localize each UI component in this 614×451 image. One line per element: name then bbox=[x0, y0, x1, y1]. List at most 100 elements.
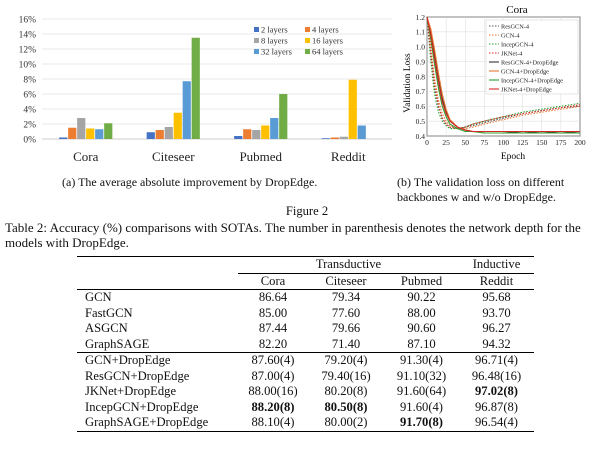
accuracy-cell: 91.10(32) bbox=[396, 368, 447, 383]
accuracy-cell: 88.10(4) bbox=[238, 415, 308, 432]
row-method-name: GraphSAGE bbox=[85, 336, 150, 351]
line-x-tick-label: 100 bbox=[498, 138, 510, 147]
table-row: ResGCN+DropEdge 87.00(4) 79.40(16) 91.10(32… bbox=[77, 369, 534, 385]
bar-citeseer-64-layers bbox=[191, 37, 200, 139]
bar-legend-swatch bbox=[305, 27, 310, 32]
line-x-tick-label: 25 bbox=[442, 138, 450, 147]
bar-legend-swatch bbox=[254, 38, 259, 43]
bar-y-tick-label: 4% bbox=[23, 106, 36, 116]
line-y-tick-label: 0.4 bbox=[416, 132, 426, 141]
accuracy-table: Transductive Inductive Cora Citeseer Pub… bbox=[77, 256, 534, 432]
column-header-citeseer: Citeseer bbox=[325, 273, 367, 288]
bar-y-tick-label: 0% bbox=[23, 136, 36, 146]
accuracy-cell: 96.87(8) bbox=[474, 399, 519, 414]
bar-cora-2-layers bbox=[59, 137, 68, 139]
column-header-reddit: Reddit bbox=[479, 273, 514, 288]
accuracy-cell: 79.66 bbox=[331, 321, 361, 335]
bar-category-label: Cora bbox=[73, 149, 99, 164]
bar-y-tick-label: 2% bbox=[23, 121, 36, 131]
accuracy-cell: 88.00(16) bbox=[248, 384, 298, 398]
bar-y-tick-label: 8% bbox=[23, 76, 36, 86]
line-y-tick-label: 0.8 bbox=[416, 72, 426, 81]
line-chart-title: Cora bbox=[506, 4, 528, 16]
row-method-name: GraphSAGE+DropEdge bbox=[77, 415, 238, 432]
bar-reddit-2-layers bbox=[321, 138, 330, 139]
group-header-inductive: Inductive bbox=[459, 256, 534, 274]
line-x-tick-label: 175 bbox=[555, 138, 567, 147]
table-row: FastGCN 85.00 77.60 88.00 93.70 bbox=[77, 306, 534, 322]
line-y-tick-label: 1.0 bbox=[416, 43, 426, 52]
table-row: IncepGCN+DropEdge 88.20(8) 80.50(8) 91.60(4… bbox=[77, 400, 534, 416]
table-caption: Table 2: Accuracy (%) comparisons with S… bbox=[5, 220, 581, 250]
line-legend-label: GCN-4 bbox=[501, 32, 520, 39]
bar-legend-swatch bbox=[305, 38, 310, 43]
line-y-tick-label: 0.6 bbox=[416, 102, 426, 111]
accuracy-cell: 79.40(16) bbox=[321, 368, 371, 383]
bar-category-label: Pubmed bbox=[239, 149, 282, 164]
accuracy-cell: 79.20(4) bbox=[308, 352, 384, 369]
bar-pubmed-8-layers bbox=[252, 130, 261, 139]
bar-category-label: Citeseer bbox=[152, 149, 195, 164]
accuracy-cell: 71.40 bbox=[331, 336, 361, 351]
table-row: GCN+DropEdge 87.60(4) 79.20(4) 91.30(4) 96.7… bbox=[77, 352, 534, 369]
bar-legend-label: 4 layers bbox=[312, 25, 339, 35]
line-chart-ylabel: Validation Loss bbox=[403, 53, 413, 113]
bar-citeseer-16-layers bbox=[173, 112, 182, 139]
bar-category-label: Reddit bbox=[331, 149, 366, 164]
table-row: JKNet+DropEdge 88.00(16) 80.20(8) 91.60(64)… bbox=[77, 384, 534, 400]
accuracy-cell: 91.60(64) bbox=[396, 384, 447, 398]
row-method-name: GCN+DropEdge bbox=[77, 352, 238, 369]
line-series-jknet-4-dropedge bbox=[426, 16, 580, 133]
accuracy-cell: 80.50(8) bbox=[324, 399, 368, 414]
row-method-name: ResGCN+DropEdge bbox=[85, 368, 190, 383]
line-y-tick-label: 0.7 bbox=[416, 87, 426, 96]
bar-cora-64-layers bbox=[104, 123, 113, 139]
accuracy-cell: 97.02(8) bbox=[474, 384, 519, 398]
table-row: GCN 86.64 79.34 90.22 95.68 bbox=[77, 289, 534, 306]
line-x-tick-label: 75 bbox=[481, 138, 489, 147]
group-header-transductive: Transductive bbox=[238, 256, 459, 274]
bar-cora-4-layers bbox=[68, 127, 77, 139]
accuracy-cell: 90.22 bbox=[384, 289, 459, 306]
line-legend-label: JKNet-4 bbox=[501, 50, 523, 57]
line-y-tick-label: 1.2 bbox=[416, 13, 426, 22]
line-y-tick-label: 0.9 bbox=[416, 57, 426, 66]
bar-chart-avg-improvement: 0% 2% 4% 6% 8% 10% 12% 14% 16% Cora Citeseer Pubme… bbox=[19, 16, 392, 164]
table-container: Transductive Inductive Cora Citeseer Pub… bbox=[77, 256, 534, 432]
table-row: GraphSAGE 82.20 71.40 87.10 94.32 bbox=[77, 337, 534, 353]
accuracy-cell: 95.68 bbox=[459, 289, 534, 306]
bar-pubmed-32-layers bbox=[270, 118, 279, 139]
row-method-name: JKNet+DropEdge bbox=[85, 384, 177, 398]
column-header-cora: Cora bbox=[260, 273, 286, 288]
bar-legend-label: 64 layers bbox=[312, 47, 343, 57]
line-legend-label: JKNet-4+DropEdge bbox=[501, 86, 552, 93]
bar-reddit-8-layers bbox=[339, 136, 348, 139]
bar-citeseer-2-layers bbox=[146, 132, 155, 139]
bar-cora-16-layers bbox=[86, 128, 95, 139]
bar-y-tick-label: 10% bbox=[19, 61, 37, 71]
line-legend-label: ResGCN-4+DropEdge bbox=[501, 59, 559, 66]
table-row: GraphSAGE+DropEdge 88.10(4) 80.00(2) 91.70(… bbox=[77, 415, 534, 432]
accuracy-cell: 80.20(8) bbox=[324, 384, 368, 398]
bar-reddit-4-layers bbox=[330, 137, 339, 139]
bar-y-tick-label: 6% bbox=[23, 91, 36, 101]
bar-pubmed-64-layers bbox=[279, 94, 288, 139]
row-method-name: GCN bbox=[77, 289, 238, 306]
line-legend-label: IncepGCN-4+DropEdge bbox=[501, 77, 563, 84]
accuracy-cell: 91.30(4) bbox=[384, 352, 459, 369]
figure-a-caption: (a) The average absolute improvement by … bbox=[62, 175, 318, 189]
table-column-header-row: Cora Citeseer Pubmed Reddit bbox=[77, 273, 534, 290]
bar-legend-label: 32 layers bbox=[261, 47, 292, 57]
bar-y-tick-label: 12% bbox=[19, 46, 37, 56]
row-method-name: ASGCN bbox=[85, 321, 128, 335]
accuracy-cell: 87.44 bbox=[258, 321, 288, 335]
table-row: ASGCN 87.44 79.66 90.60 96.27 bbox=[77, 321, 534, 337]
line-y-tick-label: 0.5 bbox=[416, 117, 426, 126]
bar-legend-swatch bbox=[305, 49, 310, 54]
bar-pubmed-4-layers bbox=[243, 129, 252, 139]
accuracy-cell: 87.10 bbox=[407, 336, 436, 351]
accuracy-cell: 96.71(4) bbox=[459, 352, 534, 369]
accuracy-cell: 96.48(16) bbox=[471, 368, 522, 383]
line-x-tick-label: 125 bbox=[517, 138, 529, 147]
bar-legend-label: 16 layers bbox=[312, 36, 343, 46]
